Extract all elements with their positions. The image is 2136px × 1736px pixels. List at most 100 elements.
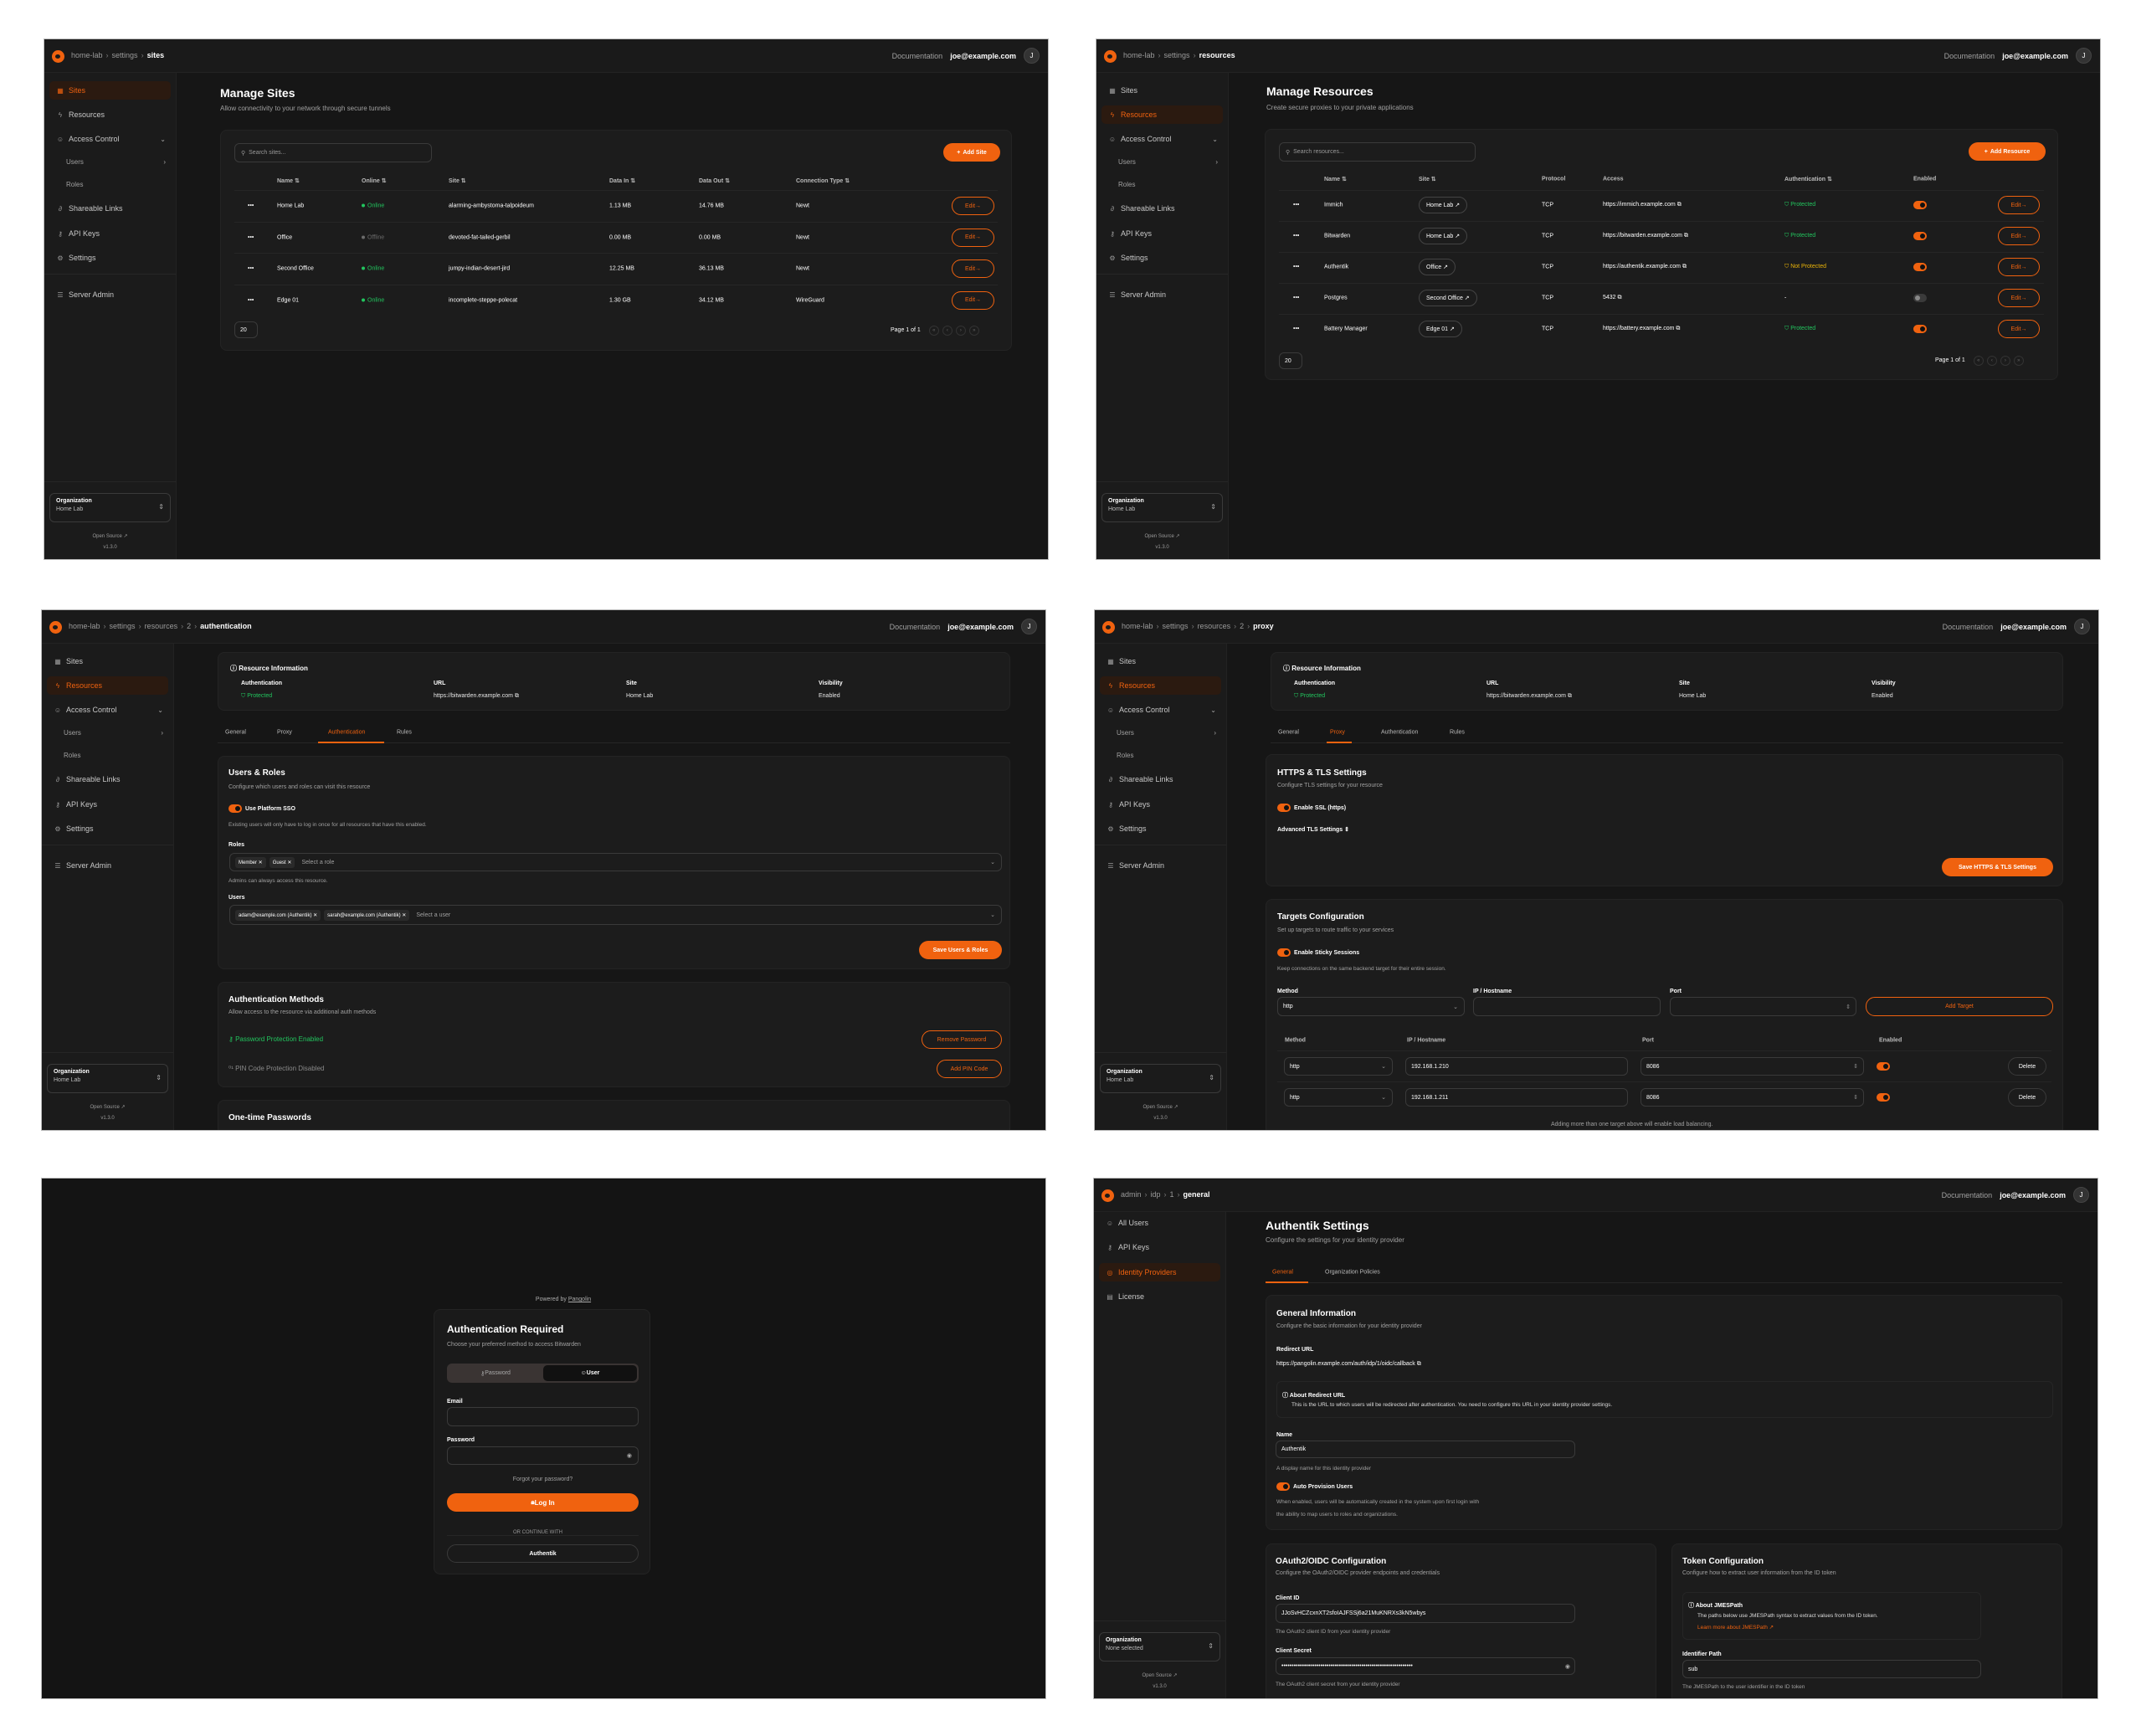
organization-selector[interactable]: Organization Home Lab ⇕ bbox=[49, 493, 171, 522]
remove-icon[interactable]: ✕ bbox=[400, 912, 407, 918]
sidebar-item-sites[interactable]: ▦ Sites bbox=[1101, 81, 1223, 100]
row-actions-menu[interactable]: ••• bbox=[1293, 264, 1300, 270]
sidebar-item-settings[interactable]: ⚙ Settings bbox=[47, 819, 168, 838]
target-enabled-toggle[interactable] bbox=[1877, 1062, 1890, 1071]
tab-proxy[interactable]: Proxy bbox=[1330, 729, 1345, 736]
sidebar-item-resources[interactable]: ϟ Resources bbox=[1101, 105, 1223, 124]
email-input[interactable] bbox=[447, 1407, 639, 1426]
edit-button[interactable]: Edit → bbox=[1998, 227, 2040, 245]
enabled-toggle[interactable] bbox=[1913, 325, 1927, 333]
avatar[interactable]: J bbox=[1021, 619, 1037, 634]
sidebar-item-sites[interactable]: ▦ Sites bbox=[49, 81, 171, 100]
enabled-toggle[interactable] bbox=[1913, 232, 1927, 240]
sidebar-item-all-users[interactable]: ☺ All Users bbox=[1099, 1214, 1220, 1232]
user-email[interactable]: joe@example.com bbox=[2000, 622, 2067, 631]
user-email[interactable]: joe@example.com bbox=[2002, 51, 2068, 60]
site-link-badge[interactable]: Home Lab ↗ bbox=[1419, 228, 1468, 244]
breadcrumb-item[interactable]: home-lab bbox=[1122, 622, 1153, 630]
avatar[interactable]: J bbox=[2074, 619, 2090, 634]
column-header[interactable]: Site ⇅ bbox=[449, 177, 466, 184]
new-target-method-select[interactable]: http ⌄ bbox=[1277, 997, 1465, 1016]
sidebar-item-sites[interactable]: ▦ Sites bbox=[47, 652, 168, 670]
enabled-toggle[interactable] bbox=[1913, 294, 1927, 302]
breadcrumb-item[interactable]: settings bbox=[109, 622, 136, 630]
sidebar-item-resources[interactable]: ϟ Resources bbox=[49, 105, 171, 124]
tab-general[interactable]: General bbox=[1278, 729, 1299, 736]
open-source-link[interactable]: Open Source ↗ bbox=[1095, 1104, 1226, 1110]
identifier-path-input[interactable]: sub bbox=[1682, 1660, 1981, 1678]
copy-icon[interactable]: ⧉ bbox=[1682, 233, 1688, 239]
pangolin-link[interactable]: Pangolin bbox=[567, 1297, 592, 1302]
sidebar-item-shareable-links[interactable]: ∂ Shareable Links bbox=[49, 199, 171, 218]
documentation-link[interactable]: Documentation bbox=[891, 51, 943, 60]
sidebar-item-server-admin[interactable]: ☰ Server Admin bbox=[49, 285, 171, 304]
add-site-button[interactable]: + Add Site bbox=[943, 143, 1000, 162]
column-header[interactable]: Name ⇅ bbox=[277, 177, 300, 184]
documentation-link[interactable]: Documentation bbox=[1942, 622, 1994, 631]
chevron-right-icon[interactable]: › bbox=[163, 157, 166, 166]
edit-button[interactable]: Edit → bbox=[1998, 320, 2040, 338]
auto-provision-toggle[interactable] bbox=[1276, 1482, 1290, 1491]
tab-general[interactable]: General bbox=[225, 729, 246, 736]
sidebar-item-shareable-links[interactable]: ∂ Shareable Links bbox=[1101, 199, 1223, 218]
page-size-select[interactable]: 20 bbox=[234, 321, 258, 338]
organization-selector[interactable]: Organization Home Lab ⇕ bbox=[1101, 493, 1223, 522]
copy-icon[interactable]: ⧉ bbox=[1681, 264, 1687, 270]
delete-target-button[interactable]: Delete bbox=[2008, 1057, 2046, 1076]
edit-button[interactable]: Edit → bbox=[952, 197, 994, 215]
sidebar-item-server-admin[interactable]: ☰ Server Admin bbox=[1100, 856, 1221, 875]
pangolin-logo[interactable] bbox=[1102, 621, 1115, 634]
column-header[interactable]: Data Out ⇅ bbox=[699, 177, 730, 184]
stepper-icon[interactable]: ⇕ bbox=[1846, 1004, 1851, 1010]
organization-selector[interactable]: Organization None selected ⇕ bbox=[1099, 1632, 1220, 1662]
sidebar-item-api-keys[interactable]: ⚷ API Keys bbox=[47, 795, 168, 814]
target-enabled-toggle[interactable] bbox=[1877, 1093, 1890, 1102]
copy-icon[interactable]: ⧉ bbox=[1565, 693, 1572, 699]
advanced-tls-toggle[interactable]: Advanced TLS Settings ⇕ bbox=[1277, 826, 1349, 833]
sidebar-item-api-keys[interactable]: ⚷ API Keys bbox=[1100, 795, 1221, 814]
prev-page-icon[interactable]: ‹ bbox=[1986, 356, 1997, 366]
add-resource-button[interactable]: + Add Resource bbox=[1969, 142, 2046, 161]
tab-proxy[interactable]: Proxy bbox=[277, 729, 292, 736]
authentik-sso-button[interactable]: Authentik bbox=[447, 1544, 639, 1563]
pangolin-logo[interactable] bbox=[1101, 1189, 1114, 1202]
sidebar-item-settings[interactable]: ⚙ Settings bbox=[1100, 819, 1221, 838]
search-input[interactable]: ⚲ Search sites... bbox=[234, 143, 432, 162]
first-page-icon[interactable]: « bbox=[928, 326, 939, 336]
copy-icon[interactable]: ⧉ bbox=[1674, 326, 1681, 331]
enabled-toggle[interactable] bbox=[1913, 263, 1927, 271]
eye-icon[interactable]: ◉ bbox=[626, 1453, 632, 1459]
sidebar-item-sites[interactable]: ▦ Sites bbox=[1100, 652, 1221, 670]
documentation-link[interactable]: Documentation bbox=[889, 622, 941, 631]
sticky-sessions-toggle[interactable] bbox=[1277, 948, 1291, 957]
pangolin-logo[interactable] bbox=[49, 621, 62, 634]
tab-authentication[interactable]: Authentication bbox=[1381, 729, 1419, 736]
breadcrumb-item[interactable]: home-lab bbox=[71, 51, 103, 59]
tab-organization-policies[interactable]: Organization Policies bbox=[1325, 1269, 1380, 1276]
breadcrumb-item[interactable]: resources bbox=[144, 622, 178, 630]
client-secret-input[interactable]: ••••••••••••••••••••••••••••••••••••••••… bbox=[1276, 1657, 1575, 1675]
tab-authentication[interactable]: Authentication bbox=[328, 729, 366, 736]
chevron-down-icon[interactable]: ⌄ bbox=[1212, 135, 1218, 143]
breadcrumb-item[interactable]: 2 bbox=[1240, 622, 1245, 630]
next-page-icon[interactable]: › bbox=[2000, 356, 2010, 366]
column-header[interactable]: Data In ⇅ bbox=[609, 177, 635, 184]
open-source-link[interactable]: Open Source ↗ bbox=[1096, 533, 1228, 539]
user-email[interactable]: joe@example.com bbox=[950, 51, 1016, 60]
copy-icon[interactable]: ⧉ bbox=[1615, 295, 1622, 300]
breadcrumb-item[interactable]: 1 bbox=[1169, 1190, 1174, 1199]
platform-sso-toggle[interactable] bbox=[228, 804, 242, 813]
target-method-select[interactable]: http ⌄ bbox=[1284, 1088, 1393, 1107]
breadcrumb-item[interactable]: settings bbox=[1162, 622, 1189, 630]
target-ip-input[interactable]: 192.168.1.211 bbox=[1405, 1088, 1628, 1107]
target-port-input[interactable]: 8086 ⇕ bbox=[1641, 1088, 1864, 1107]
sidebar-item-server-admin[interactable]: ☰ Server Admin bbox=[47, 856, 168, 875]
delete-target-button[interactable]: Delete bbox=[2008, 1088, 2046, 1107]
sidebar-item-users[interactable]: Users › bbox=[49, 152, 171, 171]
tab-user[interactable]: ☺ User bbox=[543, 1365, 637, 1381]
client-id-input[interactable]: JJoSvHCZcxnXT2sfoIAJFSSj6a21MuKNRXs3kN5w… bbox=[1276, 1604, 1575, 1623]
site-link-badge[interactable]: Office ↗ bbox=[1419, 259, 1456, 275]
tab-rules[interactable]: Rules bbox=[1450, 729, 1465, 736]
remove-icon[interactable]: ✕ bbox=[311, 912, 318, 918]
chevron-right-icon[interactable]: › bbox=[161, 728, 163, 737]
